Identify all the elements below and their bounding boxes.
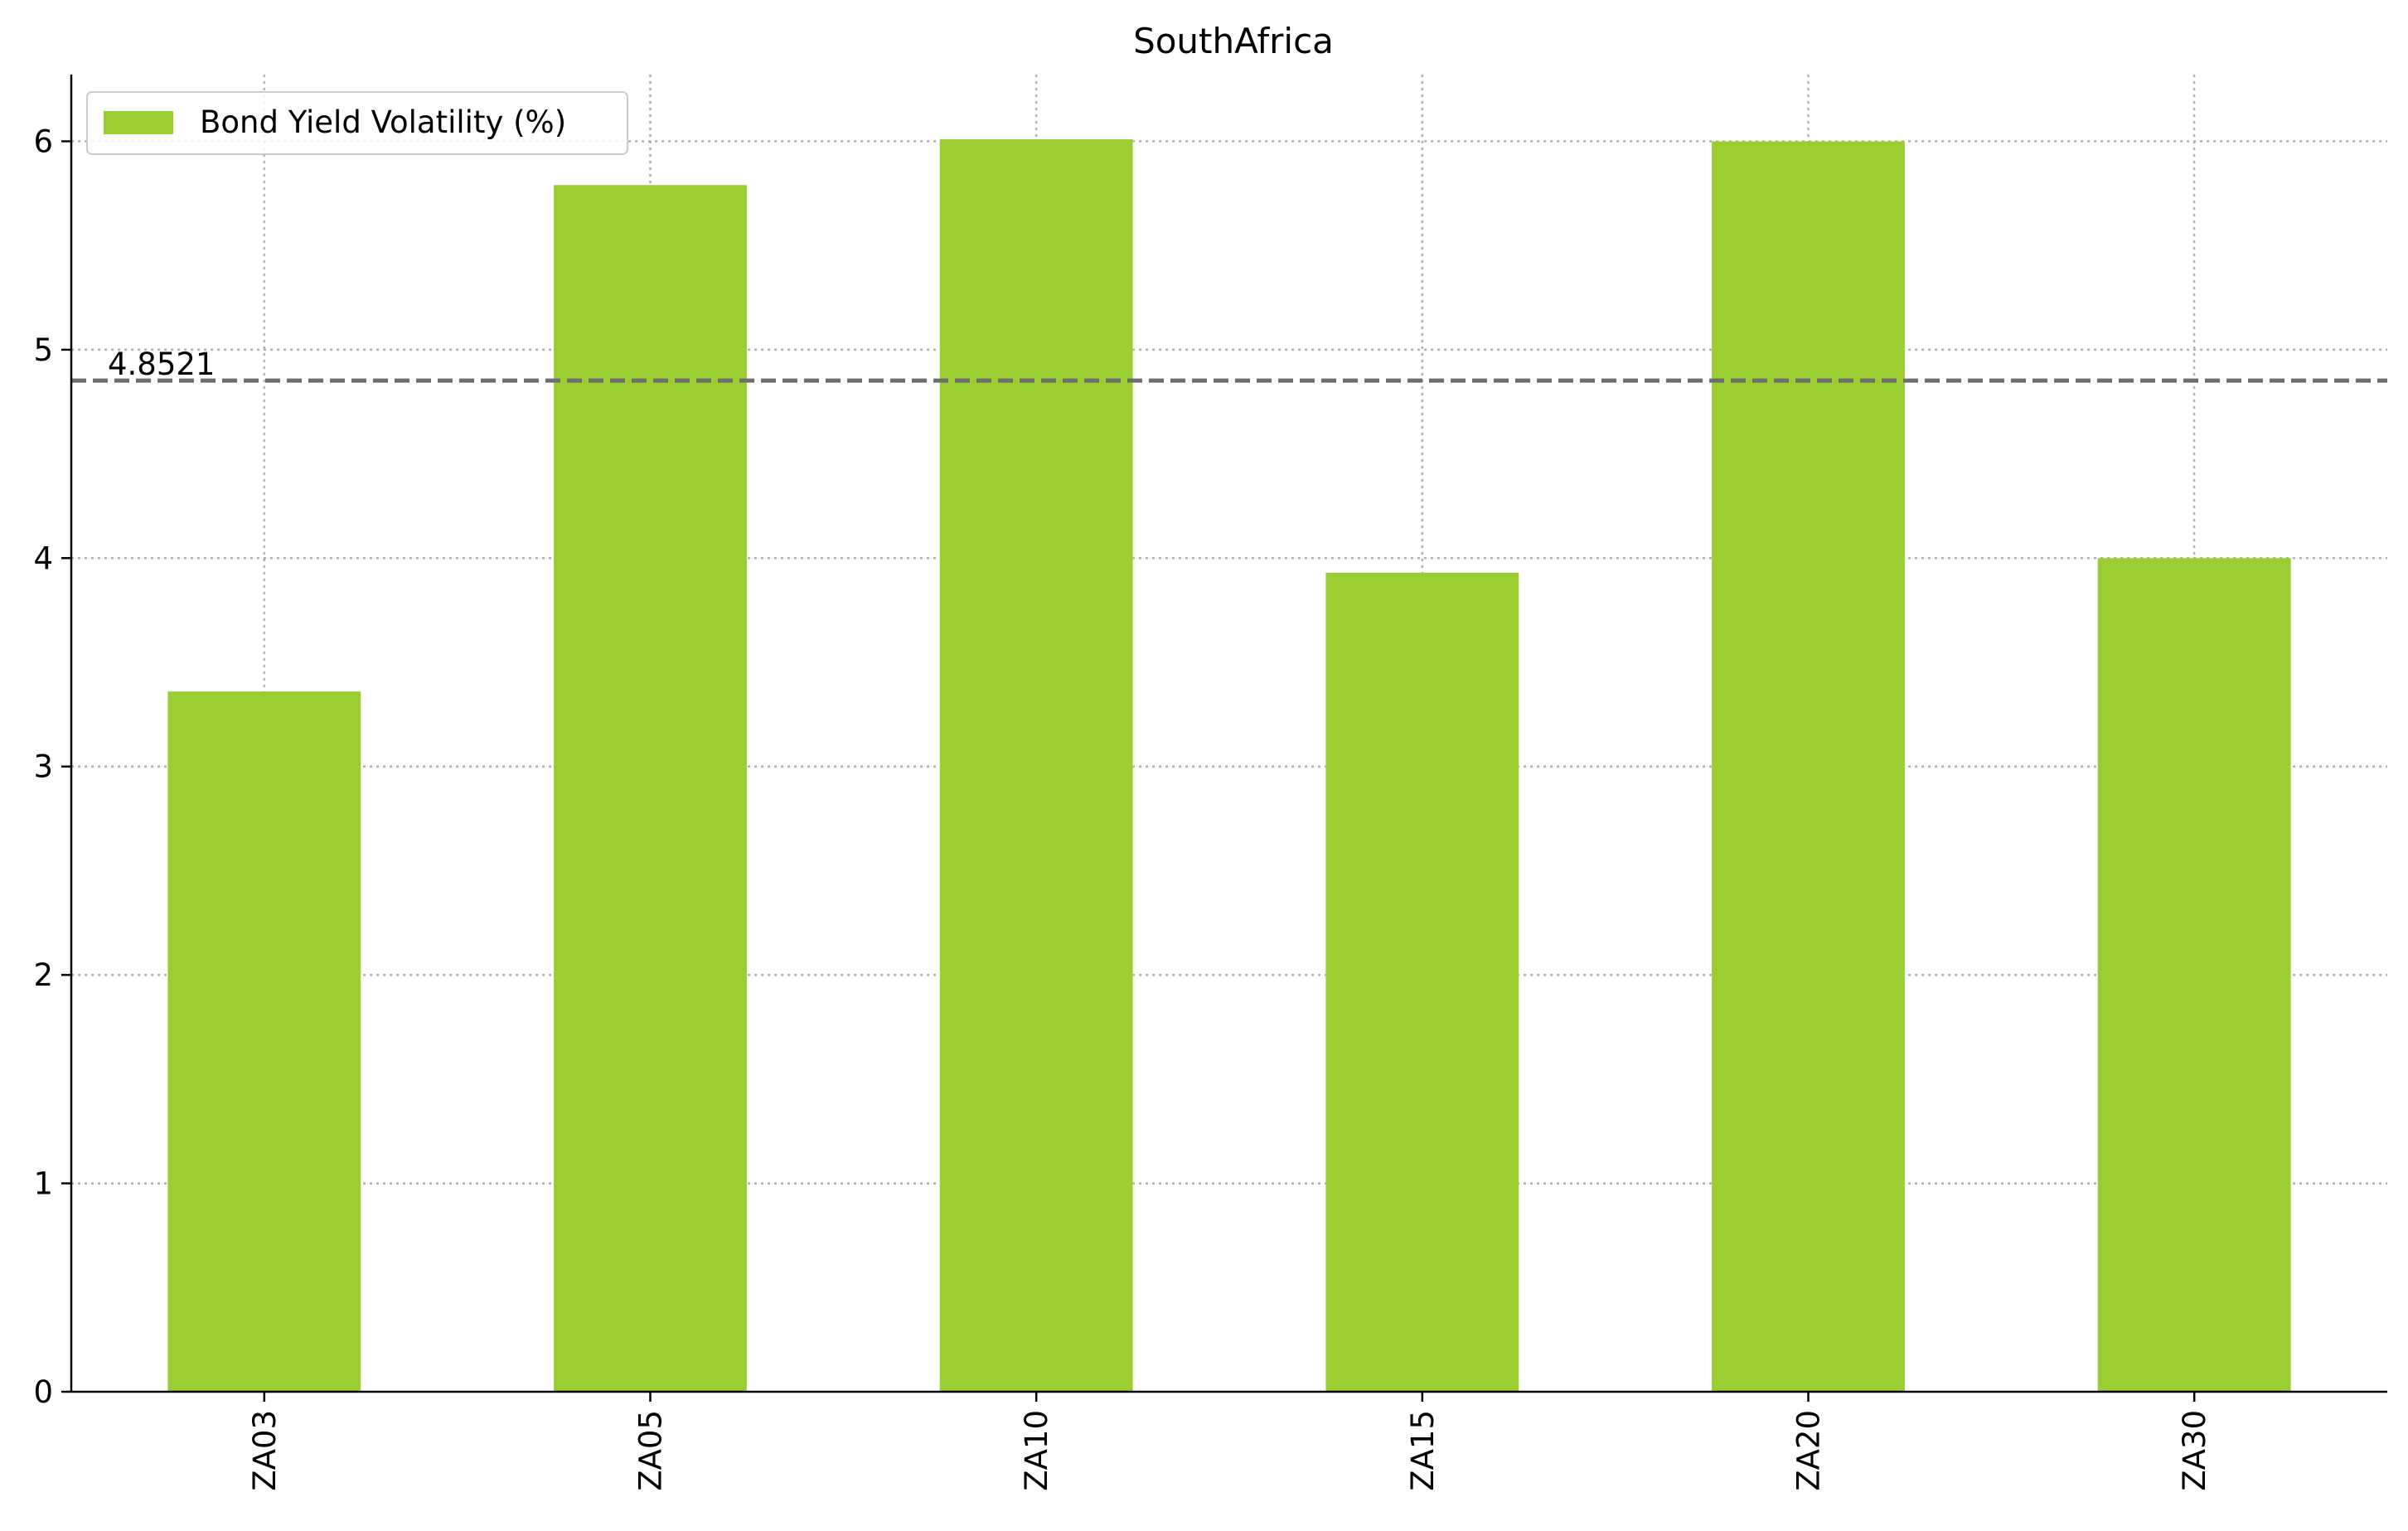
bar-za05 — [554, 185, 747, 1392]
x-tick-label: ZA10 — [1019, 1410, 1054, 1491]
axes — [70, 75, 2387, 1393]
x-tick-label: ZA30 — [2177, 1410, 2212, 1491]
chart-title: SouthAfrica — [1133, 21, 1334, 61]
y-axis-ticks: 0 1 2 3 4 5 6 — [33, 124, 71, 1410]
x-axis-ticks: ZA03 ZA05 ZA10 ZA15 ZA20 ZA30 — [247, 1392, 2212, 1491]
bars — [167, 138, 2291, 1393]
x-tick-label: ZA15 — [1405, 1410, 1441, 1491]
y-tick-label: 0 — [33, 1374, 53, 1410]
y-tick-label: 1 — [33, 1166, 53, 1202]
x-tick-label: ZA20 — [1791, 1410, 1827, 1491]
legend-frame — [86, 91, 628, 155]
bar-za30 — [2097, 558, 2291, 1392]
x-tick-label: ZA05 — [633, 1410, 669, 1491]
y-tick-label: 4 — [33, 540, 53, 576]
y-tick-label: 3 — [33, 749, 53, 785]
reference-line-group: 4.8521 — [71, 346, 2387, 383]
x-tick-label: ZA03 — [247, 1410, 283, 1491]
grid — [71, 75, 2387, 1392]
y-tick-label: 2 — [33, 957, 53, 993]
legend: Bond Yield Volatility (%) — [86, 91, 628, 155]
mean-reference-label: 4.8521 — [108, 346, 215, 382]
bar-za20 — [1712, 141, 1905, 1393]
y-tick-label: 6 — [33, 124, 53, 159]
bar-za03 — [167, 691, 361, 1392]
legend-label: Bond Yield Volatility (%) — [200, 104, 566, 140]
bar-za10 — [939, 138, 1133, 1393]
legend-swatch — [104, 111, 173, 134]
y-tick-label: 5 — [33, 332, 53, 368]
bar-za15 — [1325, 572, 1519, 1392]
